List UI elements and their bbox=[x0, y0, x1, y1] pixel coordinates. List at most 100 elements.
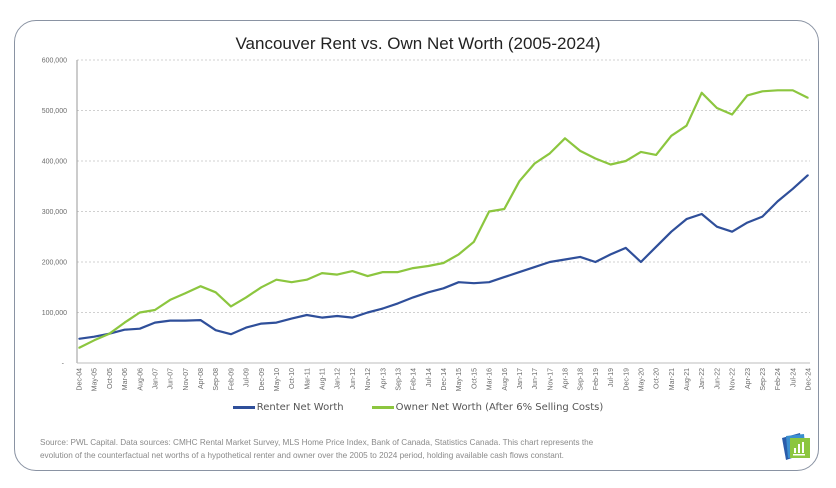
legend-label-owner: Owner Net Worth (After 6% Selling Costs) bbox=[395, 402, 604, 413]
x-tick-label: Jun-17 bbox=[532, 368, 539, 390]
x-tick-label: Feb-19 bbox=[593, 368, 600, 390]
data-point-owner bbox=[776, 89, 779, 92]
x-tick-label: Aug-16 bbox=[502, 368, 509, 391]
y-tick-label: 200,000 bbox=[42, 260, 67, 267]
data-point-owner bbox=[579, 150, 581, 152]
data-point-renter bbox=[579, 256, 581, 258]
data-point-renter bbox=[366, 311, 369, 314]
data-point-renter bbox=[199, 319, 202, 321]
data-point-owner bbox=[503, 208, 506, 210]
legend-label-renter: Renter Net Worth bbox=[256, 402, 344, 413]
y-axis-ticks: - 100,000 200,000 300,000 400,000 500,000 600,… bbox=[42, 58, 67, 368]
data-point-owner bbox=[214, 291, 217, 294]
data-point-owner bbox=[670, 134, 673, 137]
x-tick-label: Jan-22 bbox=[699, 368, 706, 390]
data-point-renter bbox=[321, 316, 323, 319]
data-point-owner bbox=[807, 97, 809, 99]
data-point-owner bbox=[609, 163, 612, 166]
data-point-owner bbox=[321, 272, 323, 274]
y-tick-label: 400,000 bbox=[42, 159, 67, 166]
data-point-owner bbox=[700, 92, 703, 94]
data-point-renter bbox=[78, 337, 80, 340]
data-point-renter bbox=[93, 335, 95, 338]
data-point-renter bbox=[609, 253, 612, 256]
data-point-owner bbox=[427, 265, 430, 267]
y-tick-label: - bbox=[62, 361, 65, 368]
data-point-owner bbox=[594, 157, 597, 160]
legend: Renter Net Worth Owner Net Worth (After … bbox=[0, 402, 836, 413]
x-axis-ticks: Dec-04 May-05 Oct-05 Mar-06 Aug-06 Jan-07 Jun-… bbox=[77, 368, 813, 391]
data-point-owner bbox=[108, 332, 111, 335]
data-point-renter bbox=[123, 328, 126, 331]
data-point-renter bbox=[655, 246, 657, 248]
data-point-renter bbox=[260, 322, 263, 325]
data-point-owner bbox=[533, 162, 536, 165]
data-point-owner bbox=[366, 275, 369, 277]
data-point-owner bbox=[93, 339, 95, 342]
data-point-renter bbox=[670, 230, 673, 233]
x-tick-label: Apr-18 bbox=[563, 368, 570, 389]
data-point-owner bbox=[290, 281, 293, 284]
chart-card bbox=[14, 20, 819, 471]
data-point-owner bbox=[640, 151, 642, 153]
x-tick-label: Sep-08 bbox=[213, 368, 220, 391]
data-point-renter bbox=[154, 321, 156, 324]
data-point-renter bbox=[731, 230, 733, 233]
x-tick-label: Oct-20 bbox=[654, 368, 661, 389]
series-lines bbox=[78, 89, 809, 349]
data-point-owner bbox=[655, 154, 657, 156]
x-tick-label: Apr-08 bbox=[198, 368, 205, 389]
x-tick-label: Apr-23 bbox=[745, 368, 752, 389]
data-point-renter bbox=[700, 213, 703, 215]
data-point-owner bbox=[397, 271, 399, 273]
x-tick-label: Sep-18 bbox=[578, 368, 585, 391]
x-tick-label: Jun-07 bbox=[168, 368, 175, 390]
x-tick-label: Nov-22 bbox=[730, 368, 737, 391]
data-point-renter bbox=[776, 200, 779, 203]
x-tick-label: Mar-21 bbox=[669, 368, 676, 390]
x-tick-label: Nov-17 bbox=[547, 368, 554, 391]
y-tick-label: 100,000 bbox=[42, 310, 67, 317]
data-point-owner bbox=[306, 278, 308, 281]
data-point-owner bbox=[260, 286, 263, 289]
x-tick-label: Jun-12 bbox=[350, 368, 357, 390]
data-point-owner bbox=[685, 124, 688, 127]
data-point-renter bbox=[442, 287, 445, 290]
data-point-owner bbox=[473, 241, 475, 243]
data-point-owner bbox=[716, 107, 718, 109]
x-tick-label: Jul-19 bbox=[608, 368, 615, 387]
series-line-owner bbox=[78, 89, 809, 349]
x-tick-label: May-15 bbox=[456, 368, 463, 391]
source-line-1: Source: PWL Capital. Data sources: CMHC … bbox=[40, 438, 594, 447]
x-tick-label: Oct-05 bbox=[107, 368, 114, 389]
legend-swatch-owner bbox=[371, 406, 394, 409]
data-point-renter bbox=[275, 321, 278, 324]
data-point-owner bbox=[549, 152, 551, 155]
x-tick-label: Aug-06 bbox=[137, 368, 144, 391]
pwl-chart-logo-icon bbox=[782, 433, 810, 460]
data-point-renter bbox=[230, 333, 232, 336]
data-point-renter bbox=[594, 261, 597, 263]
x-tick-label: Mar-06 bbox=[122, 368, 129, 390]
data-point-renter bbox=[214, 329, 217, 331]
x-tick-label: Jun-22 bbox=[714, 368, 721, 390]
data-point-renter bbox=[624, 247, 627, 249]
data-point-renter bbox=[640, 261, 642, 263]
x-tick-label: Feb-24 bbox=[775, 368, 782, 390]
y-tick-label: 500,000 bbox=[42, 108, 67, 115]
data-point-renter bbox=[716, 225, 718, 228]
x-tick-label: Dec-24 bbox=[806, 368, 813, 391]
data-point-renter bbox=[746, 221, 749, 224]
data-point-renter bbox=[685, 218, 688, 220]
x-tick-label: Jan-17 bbox=[517, 368, 524, 390]
data-point-owner bbox=[78, 347, 80, 349]
data-point-owner bbox=[457, 253, 460, 256]
data-point-owner bbox=[564, 137, 566, 140]
data-point-renter bbox=[184, 319, 187, 322]
x-tick-label: May-20 bbox=[638, 368, 645, 391]
data-point-owner bbox=[518, 180, 521, 182]
x-tick-label: Aug-21 bbox=[684, 368, 691, 391]
legend-item-renter: Renter Net Worth bbox=[232, 402, 344, 413]
data-point-renter bbox=[503, 276, 506, 278]
x-tick-label: Feb-14 bbox=[411, 368, 418, 390]
